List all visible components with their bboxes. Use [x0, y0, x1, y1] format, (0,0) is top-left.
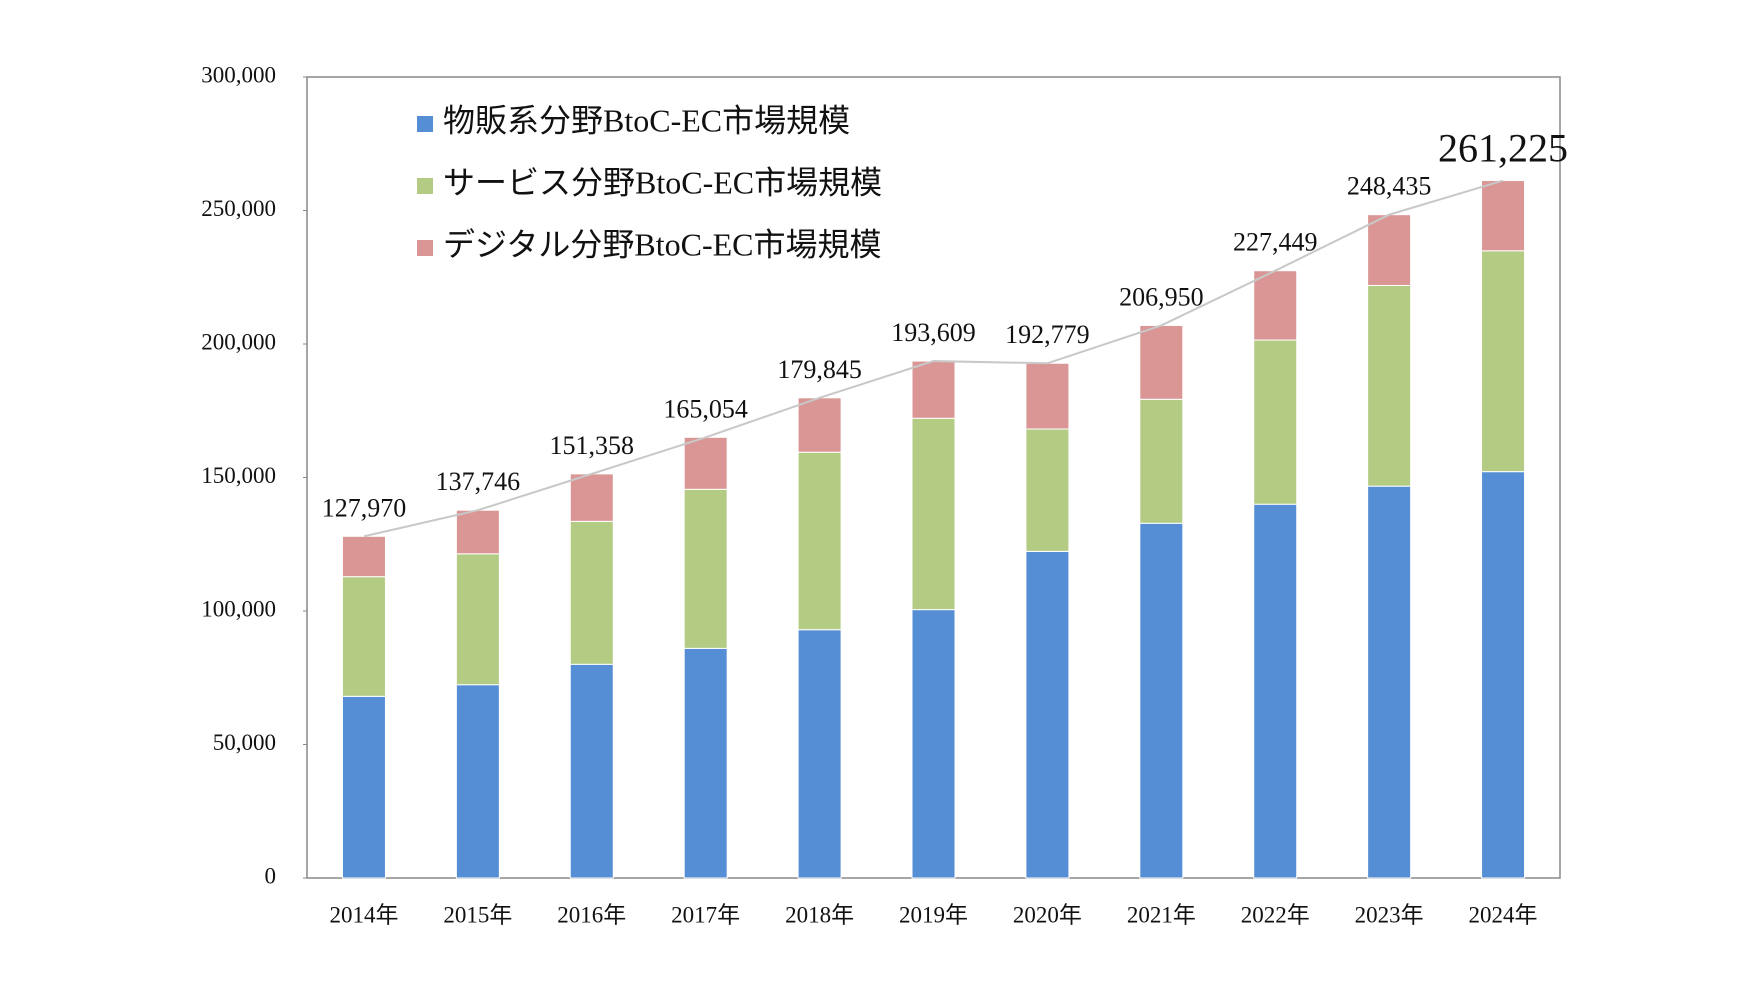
y-tick-label: 100,000 — [201, 596, 276, 621]
bar-segment — [1253, 339, 1298, 505]
bar-segment — [1253, 503, 1298, 879]
x-tick-label: 2018年 — [785, 902, 854, 927]
bar-segment — [797, 451, 842, 631]
legend-swatch — [417, 240, 433, 256]
total-label: 192,779 — [1005, 320, 1090, 349]
legend-swatch — [417, 116, 433, 132]
bar-segment — [683, 436, 728, 490]
bar-segment — [797, 397, 842, 453]
x-tick-label: 2015年 — [443, 902, 512, 927]
total-label: 151,358 — [550, 431, 635, 460]
bar-segment — [455, 684, 500, 879]
total-label: 206,950 — [1119, 282, 1204, 311]
bar-segment — [683, 647, 728, 879]
bar-segment — [569, 520, 614, 665]
bar-segment — [1367, 284, 1412, 487]
total-label: 227,449 — [1233, 228, 1318, 257]
bar-segment — [341, 576, 386, 697]
x-tick-label: 2016年 — [557, 902, 626, 927]
bar-segment — [1367, 485, 1412, 879]
bar-segment — [911, 417, 956, 611]
x-tick-label: 2024年 — [1469, 902, 1538, 927]
legend-label: デジタル分野BtoC-EC市場規模 — [443, 226, 882, 262]
total-label: 179,845 — [777, 355, 862, 384]
x-tick-label: 2014年 — [329, 902, 398, 927]
bar-segment — [569, 473, 614, 522]
total-label: 165,054 — [663, 394, 748, 423]
legend-swatch — [417, 178, 433, 194]
x-tick-label: 2020年 — [1013, 902, 1082, 927]
bar-segment — [911, 609, 956, 879]
y-tick-label: 250,000 — [201, 196, 276, 221]
bar-segment — [911, 360, 956, 419]
total-label: 193,609 — [891, 318, 976, 347]
total-label: 261,225 — [1438, 126, 1568, 171]
x-tick-label: 2021年 — [1127, 902, 1196, 927]
x-tick-label: 2022年 — [1241, 902, 1310, 927]
legend-label: サービス分野BtoC-EC市場規模 — [443, 164, 882, 200]
bar-segment — [1481, 471, 1526, 879]
total-label: 248,435 — [1347, 172, 1432, 201]
x-tick-label: 2017年 — [671, 902, 740, 927]
bar-segment — [455, 509, 500, 555]
y-tick-label: 200,000 — [201, 329, 276, 354]
bar-segment — [1139, 398, 1184, 524]
bar-segment — [1139, 522, 1184, 879]
x-tick-label: 2019年 — [899, 902, 968, 927]
bar-segment — [341, 535, 386, 578]
legend-label: 物販系分野BtoC-EC市場規模 — [443, 102, 850, 138]
y-tick-label: 50,000 — [213, 730, 276, 755]
bar-segment — [455, 553, 500, 686]
bar-segment — [1025, 550, 1070, 879]
total-line — [363, 179, 1504, 538]
bar-segment — [1481, 180, 1526, 252]
bar-segment — [569, 663, 614, 879]
bar-segment — [1367, 214, 1412, 286]
total-label: 137,746 — [436, 467, 521, 496]
x-tick-label: 2023年 — [1355, 902, 1424, 927]
bar-segment — [341, 695, 386, 879]
bar-segment — [1025, 428, 1070, 552]
bar-segment — [683, 488, 728, 649]
bar-segment — [797, 629, 842, 879]
y-tick-label: 0 — [265, 863, 277, 888]
bar-segment — [1253, 270, 1298, 341]
y-tick-label: 150,000 — [201, 463, 276, 488]
bar-segment — [1481, 250, 1526, 473]
y-tick-label: 300,000 — [201, 62, 276, 87]
bar-segment — [1025, 362, 1070, 430]
total-label: 127,970 — [322, 493, 407, 522]
bar-segment — [1139, 324, 1184, 400]
